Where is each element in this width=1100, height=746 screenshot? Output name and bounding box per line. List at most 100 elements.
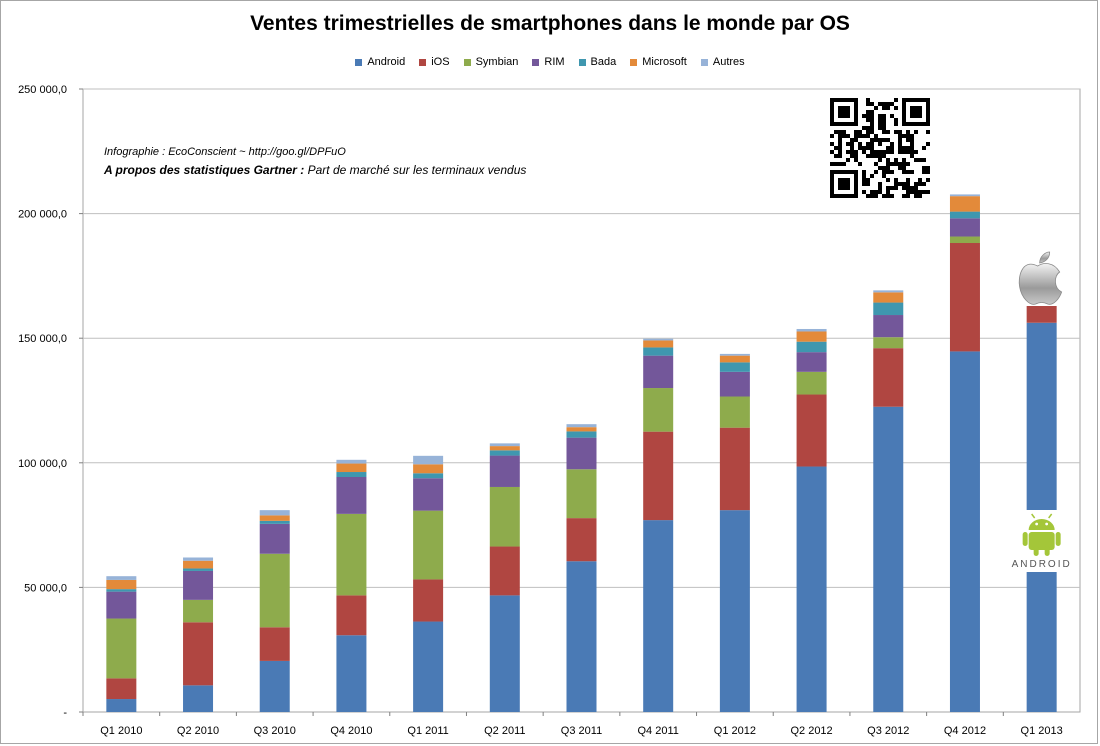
bar-android-q4-2011 — [643, 520, 674, 712]
bar-autres-q4-2010 — [336, 459, 367, 464]
bar-ios-q1-2011 — [413, 579, 444, 622]
bar-symbian-q2-2010 — [183, 599, 214, 623]
bar-bada-q1-2011 — [413, 473, 444, 479]
bar-autres-q3-2011 — [566, 424, 597, 428]
bar-android-q4-2010 — [336, 635, 367, 712]
bar-symbian-q2-2012 — [796, 371, 827, 395]
x-tick-label: Q3 2012 — [867, 725, 909, 737]
bar-symbian-q3-2012 — [873, 337, 904, 349]
bar-bada-q2-2012 — [796, 341, 827, 353]
gartner-note-rest: Part de marché sur les terminaux vendus — [304, 163, 527, 177]
y-tick-label: 100 000,0 — [18, 458, 67, 470]
legend-item-autres: Autres — [700, 56, 745, 68]
bar-microsoft-q1-2010 — [106, 579, 137, 590]
y-tick-label: 150 000,0 — [18, 333, 67, 345]
bar-ios-q1-2013 — [1026, 305, 1057, 323]
x-tick-label: Q2 2011 — [484, 725, 525, 737]
bar-ios-q1-2012 — [719, 427, 750, 511]
legend-label: RIM — [544, 56, 565, 68]
gartner-note: A propos des statistiques Gartner : Part… — [104, 163, 526, 177]
legend-item-ios: iOS — [419, 56, 450, 68]
bar-microsoft-q1-2011 — [413, 464, 444, 474]
bar-ios-q3-2011 — [566, 518, 597, 562]
bar-ios-q1-2010 — [106, 678, 137, 700]
bar-ios-q4-2012 — [949, 243, 980, 352]
bar-symbian-q1-2012 — [719, 396, 750, 428]
y-tick-label: 250 000,0 — [18, 84, 67, 96]
x-tick-label: Q3 2011 — [561, 725, 602, 737]
bar-microsoft-q4-2010 — [336, 463, 367, 473]
legend-swatch — [463, 58, 471, 66]
bar-bada-q3-2011 — [566, 431, 597, 438]
legend-swatch — [532, 58, 540, 66]
bar-symbian-q2-2011 — [489, 486, 520, 547]
bar-symbian-q4-2012 — [949, 236, 980, 244]
bar-android-q2-2010 — [183, 685, 214, 712]
legend-item-bada: Bada — [578, 56, 616, 68]
bar-android-q4-2012 — [949, 351, 980, 712]
y-tick-label: 200 000,0 — [18, 209, 67, 221]
bar-microsoft-q3-2012 — [873, 292, 904, 303]
legend-label: iOS — [431, 56, 450, 68]
bar-android-q2-2011 — [489, 595, 520, 712]
x-tick-label: Q1 2012 — [714, 725, 756, 737]
gartner-note-bold: A propos des statistiques Gartner : — [104, 163, 305, 177]
bar-bada-q1-2012 — [719, 362, 750, 372]
bar-android-q2-2012 — [796, 466, 827, 712]
bar-symbian-q4-2010 — [336, 513, 367, 596]
legend-swatch — [700, 58, 708, 66]
qr-code-icon — [828, 96, 932, 200]
bar-rim-q3-2012 — [873, 315, 904, 338]
bar-ios-q3-2010 — [259, 627, 290, 661]
android-logo-icon: ANDROID — [1007, 510, 1078, 572]
bar-ios-q2-2012 — [796, 394, 827, 467]
legend-label: Symbian — [475, 56, 519, 68]
chart-title: Ventes trimestrielles de smartphones dan… — [250, 12, 850, 35]
y-tick-label: 50 000,0 — [24, 582, 67, 594]
bar-symbian-q3-2011 — [566, 469, 597, 519]
bar-ios-q3-2012 — [873, 348, 904, 407]
legend-item-android: Android — [355, 56, 405, 68]
bar-android-q3-2011 — [566, 561, 597, 712]
bar-symbian-q1-2011 — [413, 510, 444, 580]
bar-bada-q2-2010 — [183, 568, 214, 571]
bar-bada-q4-2010 — [336, 472, 367, 478]
bar-symbian-q3-2010 — [259, 553, 290, 628]
bar-microsoft-q1-2012 — [719, 355, 750, 363]
infographic-credit: Infographie : EcoConscient ~ http://goo.… — [104, 146, 346, 158]
bar-autres-q2-2012 — [796, 328, 827, 332]
y-tick-label: - — [63, 707, 67, 719]
bar-ios-q2-2010 — [183, 622, 214, 686]
legend-item-symbian: Symbian — [463, 56, 519, 68]
bar-microsoft-q2-2011 — [489, 446, 520, 451]
bar-bada-q3-2010 — [259, 520, 290, 524]
bar-microsoft-q2-2012 — [796, 331, 827, 342]
legend-label: Android — [367, 56, 406, 68]
x-tick-label: Q1 2013 — [1021, 725, 1063, 737]
bar-android-q3-2012 — [873, 406, 904, 712]
bar-rim-q4-2012 — [949, 218, 980, 237]
x-tick-label: Q1 2011 — [407, 725, 448, 737]
bar-rim-q1-2012 — [719, 371, 750, 397]
bar-bada-q1-2010 — [106, 589, 137, 592]
bar-ios-q4-2011 — [643, 431, 674, 521]
bar-ios-q4-2010 — [336, 595, 367, 636]
bar-autres-q4-2011 — [643, 338, 674, 341]
bar-autres-q4-2012 — [949, 194, 980, 197]
bar-rim-q1-2011 — [413, 478, 444, 511]
bar-bada-q2-2011 — [489, 450, 520, 456]
bar-microsoft-q4-2012 — [949, 196, 980, 212]
apple-logo-icon — [1018, 251, 1064, 306]
bar-rim-q2-2010 — [183, 570, 214, 600]
bar-autres-q1-2010 — [106, 576, 137, 580]
bar-android-q1-2010 — [106, 699, 137, 712]
bar-android-q3-2010 — [259, 660, 290, 712]
bar-microsoft-q3-2010 — [259, 515, 290, 521]
bar-bada-q4-2012 — [949, 211, 980, 219]
bar-rim-q4-2010 — [336, 477, 367, 514]
bar-autres-q3-2012 — [873, 290, 904, 293]
bar-rim-q4-2011 — [643, 355, 674, 389]
bar-rim-q3-2010 — [259, 523, 290, 554]
